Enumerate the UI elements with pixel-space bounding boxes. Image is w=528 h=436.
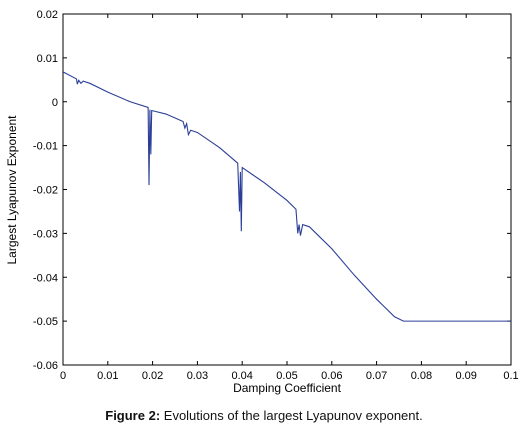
y-tick-label: 0.02 xyxy=(37,9,58,21)
lyapunov-chart: 0 0.01 0.02 0.03 0.04 0.05 0.06 0.07 0.08 0.09 0.1… xyxy=(5,9,519,395)
x-tick-label: 0.07 xyxy=(366,370,387,382)
y-tick-label: -0.04 xyxy=(33,272,58,284)
x-tick-label: 0.02 xyxy=(142,370,163,382)
y-tick-label: 0 xyxy=(52,97,58,109)
x-tick-label: 0.09 xyxy=(455,370,476,382)
x-tick-label: 0.1 xyxy=(503,370,518,382)
figure-caption: Figure 2: Evolutions of the largest Lyap… xyxy=(0,408,528,423)
x-tick-label: 0.08 xyxy=(411,370,432,382)
y-tick-label: -0.03 xyxy=(33,228,58,240)
y-tick-label: -0.06 xyxy=(33,360,58,372)
y-tick-label: -0.05 xyxy=(33,316,58,328)
x-axis: 0 0.01 0.02 0.03 0.04 0.05 0.06 0.07 0.08 0.09 0.1 xyxy=(60,14,519,382)
x-tick-label: 0.01 xyxy=(97,370,118,382)
x-tick-label: 0 xyxy=(60,370,66,382)
y-tick-label: 0.01 xyxy=(37,53,58,65)
x-axis-title: Damping Coefficient xyxy=(233,381,342,395)
plot-area xyxy=(62,13,512,366)
figure-caption-text: Evolutions of the largest Lyapunov expon… xyxy=(160,408,423,423)
x-tick-label: 0.04 xyxy=(231,370,252,382)
y-axis: 0.02 0.01 0 -0.01 -0.02 -0.03 -0.04 -0.05 -0.06 xyxy=(33,9,511,372)
series-line xyxy=(62,71,511,322)
y-tick-label: -0.01 xyxy=(33,141,58,153)
y-tick-label: -0.02 xyxy=(33,185,58,197)
x-tick-label: 0.06 xyxy=(321,370,342,382)
figure-caption-label: Figure 2: xyxy=(105,408,161,423)
x-tick-label: 0.03 xyxy=(187,370,208,382)
x-tick-label: 0.05 xyxy=(276,370,297,382)
y-axis-title: Largest Lyapunov Exponent xyxy=(5,115,19,265)
